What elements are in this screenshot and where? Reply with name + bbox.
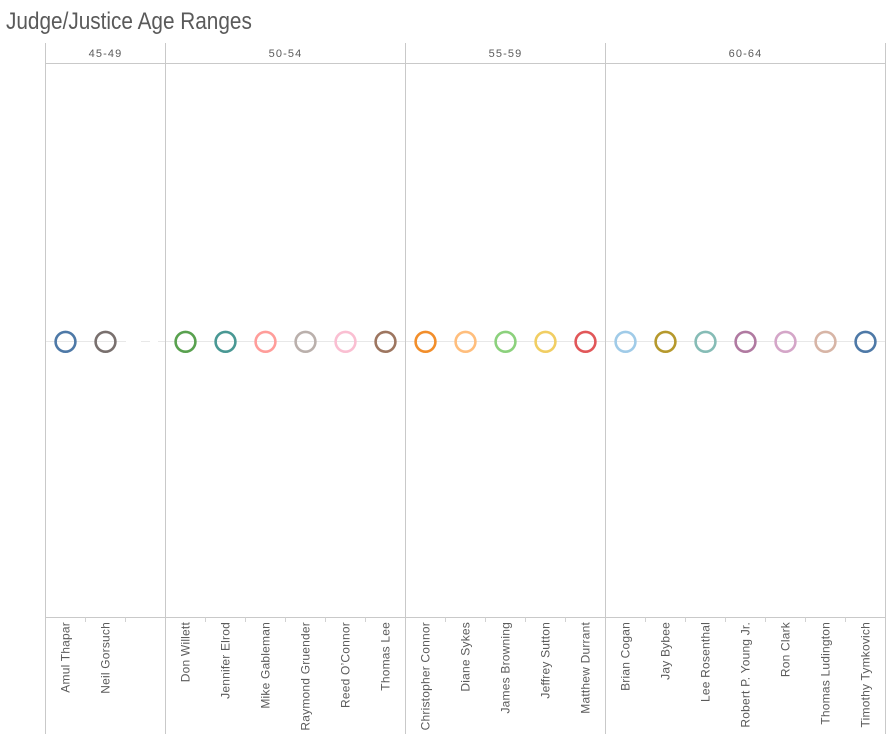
- svg-text:Reed O’Connor: Reed O’Connor: [339, 622, 353, 708]
- svg-text:Mike Gableman: Mike Gableman: [259, 622, 273, 709]
- svg-text:Diane Sykes: Diane Sykes: [459, 622, 473, 692]
- svg-text:Jennifer Elrod: Jennifer Elrod: [219, 622, 233, 699]
- svg-text:Thomas Ludington: Thomas Ludington: [819, 622, 833, 725]
- svg-text:Christopher Connor: Christopher Connor: [419, 622, 433, 730]
- svg-text:45-49: 45-49: [89, 48, 123, 60]
- svg-text:James Browning: James Browning: [499, 622, 513, 714]
- svg-text:Jay Bybee: Jay Bybee: [659, 622, 673, 680]
- svg-text:60-64: 60-64: [729, 48, 763, 60]
- svg-text:Amul Thapar: Amul Thapar: [59, 622, 73, 693]
- svg-text:50-54: 50-54: [269, 48, 303, 60]
- svg-text:Neil Gorsuch: Neil Gorsuch: [99, 622, 113, 694]
- svg-text:Timothy Tymkovich: Timothy Tymkovich: [859, 622, 873, 727]
- svg-text:55-59: 55-59: [489, 48, 523, 60]
- svg-text:Thomas Lee: Thomas Lee: [379, 622, 393, 691]
- svg-text:Raymond Gruender: Raymond Gruender: [299, 622, 313, 731]
- svg-text:Brian Cogan: Brian Cogan: [619, 622, 633, 691]
- svg-text:Matthew Durrant: Matthew Durrant: [579, 622, 593, 714]
- svg-text:Don Willett: Don Willett: [179, 622, 193, 683]
- svg-text:Ron Clark: Ron Clark: [779, 621, 793, 677]
- svg-text:Jeffrey Sutton: Jeffrey Sutton: [539, 622, 553, 699]
- svg-text:Lee Rosenthal: Lee Rosenthal: [699, 622, 713, 702]
- svg-text:Robert P. Young Jr.: Robert P. Young Jr.: [739, 622, 753, 728]
